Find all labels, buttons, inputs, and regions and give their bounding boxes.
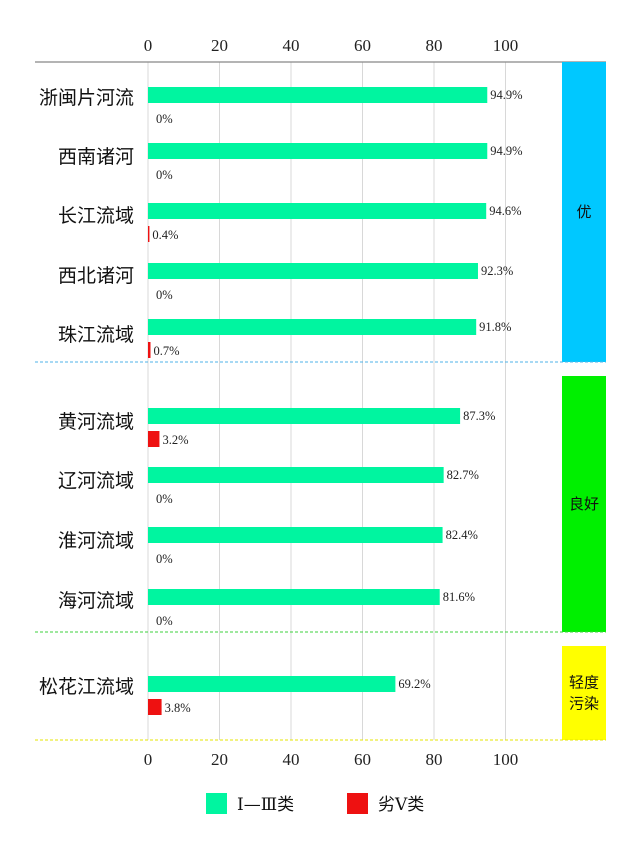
top-tick-label-100: 100 bbox=[493, 36, 519, 55]
legend-label-0: Ⅰ—Ⅲ类 bbox=[237, 795, 294, 815]
bar-green-4 bbox=[148, 319, 477, 335]
category-label-2: 长江流域 bbox=[58, 205, 134, 227]
category-label-3: 西北诸河 bbox=[58, 265, 134, 287]
category-label-0: 浙闽片河流 bbox=[39, 87, 134, 109]
category-label-4: 珠江流域 bbox=[58, 324, 134, 346]
bar-red-9 bbox=[148, 699, 162, 715]
bottom-tick-label-20: 20 bbox=[211, 750, 228, 769]
value-label-green-1: 94.9% bbox=[490, 144, 522, 158]
value-label-green-7: 82.4% bbox=[446, 528, 478, 542]
group-label-2-1: 污染 bbox=[569, 695, 599, 713]
top-tick-label-20: 20 bbox=[211, 36, 228, 55]
legend-swatch-0 bbox=[206, 793, 227, 814]
bottom-tick-label-40: 40 bbox=[283, 750, 300, 769]
bar-red-5 bbox=[148, 431, 160, 447]
category-label-8: 海河流域 bbox=[58, 590, 134, 612]
category-label-7: 淮河流域 bbox=[58, 530, 134, 552]
legend-swatch-1 bbox=[347, 793, 368, 814]
bar-green-9 bbox=[148, 676, 396, 692]
group-label-1: 良好 bbox=[569, 495, 599, 513]
group-band-0 bbox=[562, 62, 606, 362]
value-label-green-0: 94.9% bbox=[490, 88, 522, 102]
bar-green-0 bbox=[148, 87, 488, 103]
value-label-red-9: 3.8% bbox=[165, 701, 191, 715]
value-label-red-8: 0% bbox=[156, 614, 173, 628]
bottom-tick-label-100: 100 bbox=[493, 750, 519, 769]
value-label-green-3: 92.3% bbox=[481, 264, 513, 278]
bottom-tick-label-60: 60 bbox=[354, 750, 371, 769]
category-label-6: 辽河流域 bbox=[58, 470, 134, 492]
bar-green-6 bbox=[148, 467, 444, 483]
bar-green-7 bbox=[148, 527, 443, 543]
value-label-red-4: 0.7% bbox=[154, 344, 180, 358]
top-tick-label-40: 40 bbox=[283, 36, 300, 55]
value-label-red-7: 0% bbox=[156, 552, 173, 566]
value-label-red-0: 0% bbox=[156, 112, 173, 126]
group-label-2-0: 轻度 bbox=[569, 674, 599, 692]
value-label-green-9: 69.2% bbox=[398, 677, 430, 691]
category-label-5: 黄河流域 bbox=[58, 411, 134, 433]
bar-green-8 bbox=[148, 589, 440, 605]
bar-green-2 bbox=[148, 203, 487, 219]
bar-red-2 bbox=[148, 226, 150, 242]
value-label-green-4: 91.8% bbox=[479, 320, 511, 334]
value-label-green-8: 81.6% bbox=[443, 590, 475, 604]
bottom-tick-label-80: 80 bbox=[426, 750, 443, 769]
bar-green-5 bbox=[148, 408, 461, 424]
value-label-green-6: 82.7% bbox=[447, 468, 479, 482]
bar-green-3 bbox=[148, 263, 478, 279]
value-label-red-2: 0.4% bbox=[152, 228, 178, 242]
bar-green-1 bbox=[148, 143, 488, 159]
category-label-1: 西南诸河 bbox=[58, 146, 134, 168]
top-tick-label-60: 60 bbox=[354, 36, 371, 55]
top-tick-label-80: 80 bbox=[426, 36, 443, 55]
group-band-2 bbox=[562, 646, 606, 740]
top-tick-label-0: 0 bbox=[144, 36, 153, 55]
bottom-tick-label-0: 0 bbox=[144, 750, 153, 769]
group-label-0: 优 bbox=[576, 203, 591, 221]
value-label-green-5: 87.3% bbox=[463, 409, 495, 423]
bar-red-4 bbox=[148, 342, 151, 358]
category-label-9: 松花江流域 bbox=[39, 676, 134, 698]
legend-label-1: 劣Ⅴ类 bbox=[378, 795, 424, 815]
value-label-red-6: 0% bbox=[156, 492, 173, 506]
value-label-red-1: 0% bbox=[156, 168, 173, 182]
value-label-green-2: 94.6% bbox=[489, 204, 521, 218]
group-band-1 bbox=[562, 376, 606, 632]
value-label-red-3: 0% bbox=[156, 288, 173, 302]
value-label-red-5: 3.2% bbox=[162, 433, 188, 447]
